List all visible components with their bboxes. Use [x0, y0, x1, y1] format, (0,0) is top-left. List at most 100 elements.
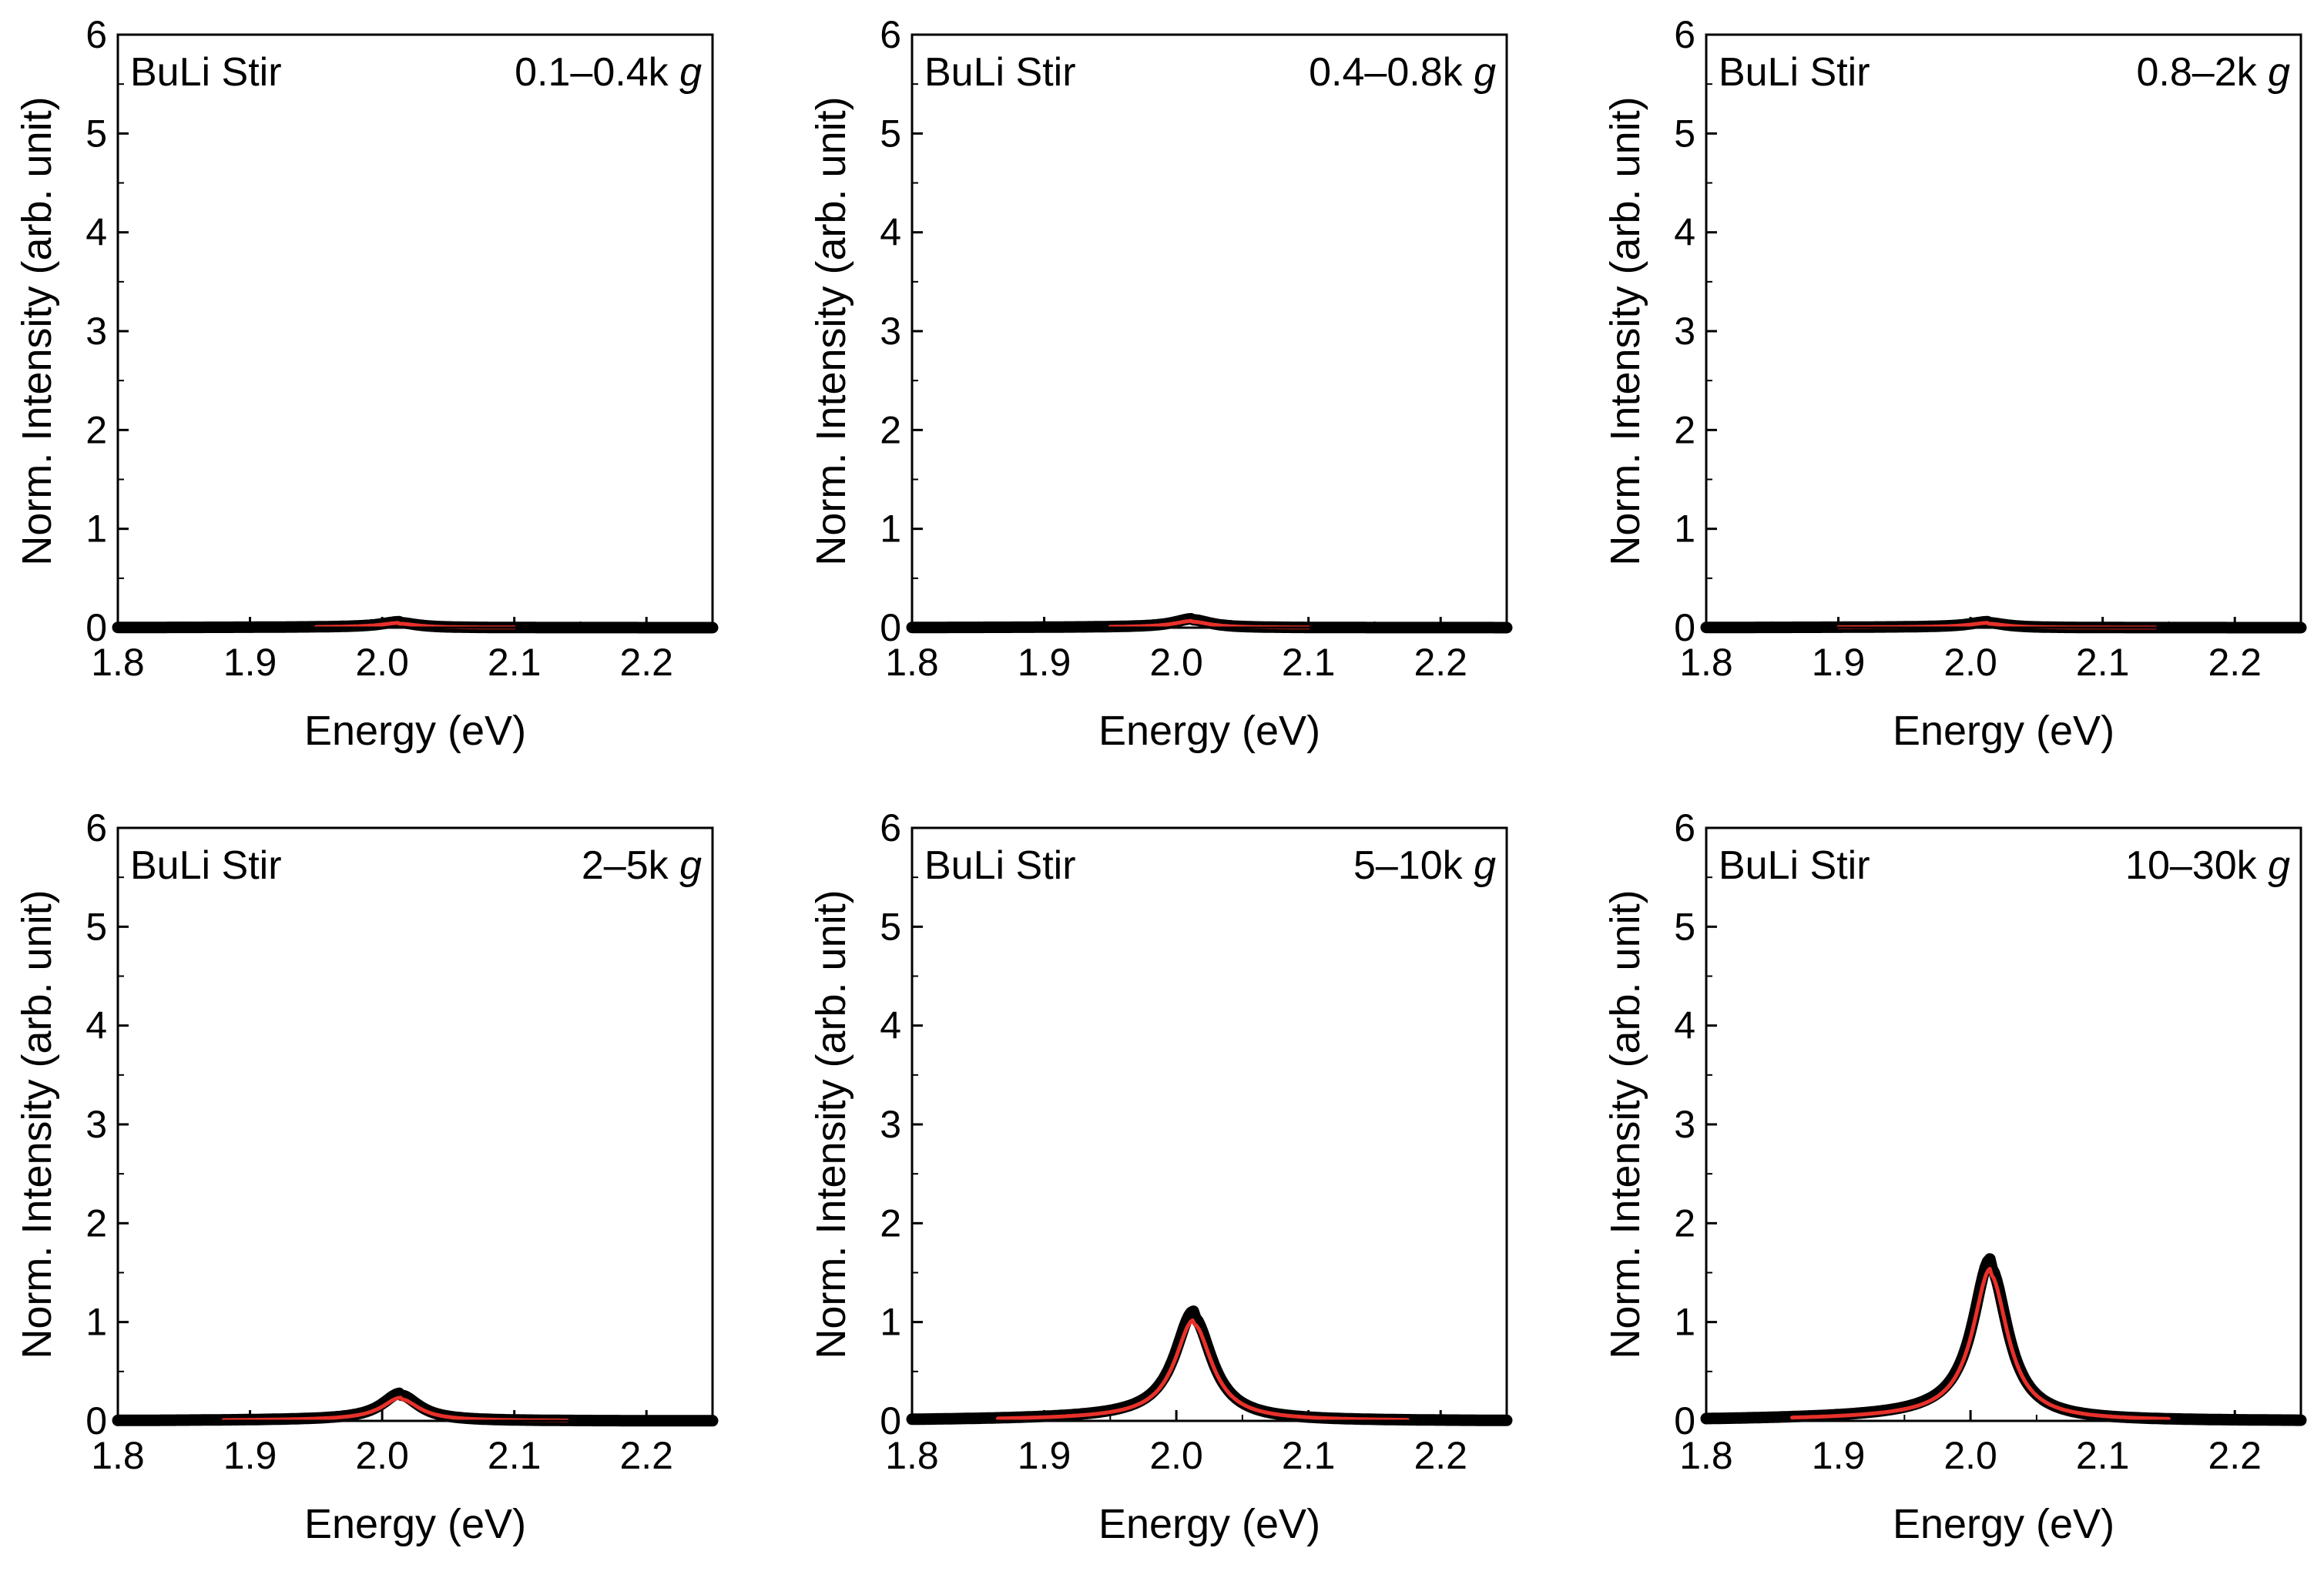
- fraction-unit: g: [1474, 843, 1496, 888]
- sample-label: BuLi Stir: [1719, 50, 1870, 95]
- y-tick-label: 0: [880, 606, 901, 649]
- x-tick-label: 2.1: [2076, 1434, 2130, 1477]
- x-tick-label: 2.2: [2208, 641, 2262, 684]
- y-tick-label: 6: [880, 13, 901, 56]
- series-data-line: [1700, 1253, 2307, 1426]
- y-tick-label: 1: [880, 1301, 901, 1344]
- x-tick-label: 1.8: [1679, 641, 1733, 684]
- panel-3: 0 1 2 3 4 5 6 1.8 1.9 2.0 2.1 2.2 Energy (eV) Norm. I…: [1602, 13, 2307, 754]
- fraction-unit: g: [679, 50, 702, 95]
- series-fit-line: [996, 1318, 1410, 1422]
- series-fit-line: [1790, 1267, 2171, 1421]
- y-tick-label: 3: [86, 310, 107, 353]
- panel-6: 0 1 2 3 4 5 6 1.8 1.9 2.0 2.1 2.2 Energy (eV) Norm. I…: [1602, 806, 2307, 1547]
- y-tick-label: 5: [1674, 112, 1695, 155]
- fraction-unit: g: [679, 843, 702, 888]
- plot-frame: [116, 33, 714, 629]
- plot-frame: [1705, 33, 2302, 629]
- x-axis-title: Energy (eV): [1893, 1501, 2114, 1547]
- fraction-label: 0.8–2k g: [2137, 50, 2291, 95]
- y-tick-label: 1: [880, 508, 901, 551]
- x-tick-label: 2.1: [488, 641, 542, 684]
- y-tick-label: 6: [86, 806, 107, 849]
- y-tick-label: 4: [86, 1004, 107, 1047]
- y-tick-label: 0: [880, 1399, 901, 1442]
- fraction-value: 10–30k: [2125, 843, 2268, 888]
- y-tick-label: 6: [1674, 13, 1695, 56]
- x-tick-label: 2.2: [619, 1434, 673, 1477]
- y-tick-label: 3: [880, 310, 901, 353]
- plot-frame: [116, 826, 714, 1422]
- fraction-value: 5–10k: [1353, 843, 1474, 888]
- y-axis-title: Norm. Intensity (arb. unit): [14, 890, 60, 1359]
- y-tick-label: 3: [880, 1103, 901, 1146]
- y-axis-title: Norm. Intensity (arb. unit): [1602, 890, 1648, 1359]
- panel-4: 0 1 2 3 4 5 6 1.8 1.9 2.0 2.1 2.2 Energy (eV) Norm. I…: [14, 806, 719, 1547]
- y-tick-label: 2: [1674, 408, 1695, 451]
- x-axis-title: Energy (eV): [1893, 708, 2114, 754]
- panel-5: 0 1 2 3 4 5 6 1.8 1.9 2.0 2.1 2.2 Energy (eV) Norm. I…: [808, 806, 1513, 1547]
- y-tick-label: 2: [880, 1201, 901, 1245]
- sample-label: BuLi Stir: [924, 50, 1076, 95]
- y-axis-title: Norm. Intensity (arb. unit): [1602, 96, 1648, 565]
- sample-label: BuLi Stir: [924, 843, 1076, 888]
- x-tick-label: 1.8: [885, 1434, 939, 1477]
- y-tick-label: 2: [86, 408, 107, 451]
- y-tick-label: 5: [1674, 905, 1695, 948]
- fraction-label: 0.1–0.4k g: [515, 50, 702, 95]
- y-tick-label: 1: [86, 1301, 107, 1344]
- y-axis-title: Norm. Intensity (arb. unit): [808, 890, 854, 1359]
- x-tick-label: 2.1: [1282, 1434, 1336, 1477]
- fraction-value: 0.4–0.8k: [1309, 50, 1474, 95]
- x-tick-label: 2.0: [1943, 641, 1997, 684]
- x-tick-label: 1.8: [1679, 1434, 1733, 1477]
- y-tick-label: 4: [86, 211, 107, 254]
- y-tick-label: 6: [1674, 806, 1695, 849]
- sample-label: BuLi Stir: [130, 50, 282, 95]
- y-tick-label: 0: [86, 1399, 107, 1442]
- plot-frame: [910, 826, 1508, 1422]
- y-tick-label: 5: [880, 112, 901, 155]
- fraction-unit: g: [1474, 50, 1496, 95]
- x-tick-label: 2.2: [2208, 1434, 2262, 1477]
- y-tick-label: 4: [1674, 211, 1695, 254]
- x-tick-label: 1.8: [91, 1434, 145, 1477]
- fraction-label: 5–10k g: [1353, 843, 1496, 888]
- fraction-label: 10–30k g: [2125, 843, 2290, 888]
- plot-frame: [1705, 826, 2302, 1422]
- x-tick-label: 1.9: [223, 641, 277, 684]
- x-tick-label: 2.1: [2076, 641, 2130, 684]
- fraction-label: 2–5k g: [582, 843, 702, 888]
- fraction-unit: g: [2268, 843, 2290, 888]
- x-tick-label: 2.2: [1414, 1434, 1467, 1477]
- y-tick-label: 4: [1674, 1004, 1695, 1047]
- x-tick-label: 2.0: [1943, 1434, 1997, 1477]
- y-tick-label: 3: [1674, 310, 1695, 353]
- sample-label: BuLi Stir: [1719, 843, 1870, 888]
- x-axis-title: Energy (eV): [1098, 708, 1320, 754]
- x-tick-label: 2.0: [1149, 1434, 1203, 1477]
- x-tick-label: 2.0: [355, 1434, 409, 1477]
- panel-2: 0 1 2 3 4 5 6 1.8 1.9 2.0 2.1 2.2 Energy (eV) Norm. I…: [808, 13, 1513, 754]
- y-tick-label: 2: [880, 408, 901, 451]
- y-tick-label: 3: [86, 1103, 107, 1146]
- y-tick-label: 1: [86, 508, 107, 551]
- y-tick-label: 4: [880, 1004, 901, 1047]
- y-tick-label: 5: [86, 905, 107, 948]
- x-tick-label: 1.8: [91, 641, 145, 684]
- y-axis-title: Norm. Intensity (arb. unit): [808, 96, 854, 565]
- y-tick-label: 2: [1674, 1201, 1695, 1245]
- x-tick-label: 2.2: [1414, 641, 1467, 684]
- x-axis-title: Energy (eV): [304, 1501, 526, 1547]
- y-tick-label: 1: [1674, 1301, 1695, 1344]
- series-data-line: [906, 1305, 1513, 1426]
- fraction-value: 0.8–2k: [2137, 50, 2269, 95]
- sample-label: BuLi Stir: [130, 843, 282, 888]
- x-tick-label: 2.0: [355, 641, 409, 684]
- plot-frame: [910, 33, 1508, 629]
- y-tick-label: 0: [1674, 606, 1695, 649]
- x-tick-label: 2.1: [1282, 641, 1336, 684]
- fraction-unit: g: [2268, 50, 2290, 95]
- y-tick-label: 1: [1674, 508, 1695, 551]
